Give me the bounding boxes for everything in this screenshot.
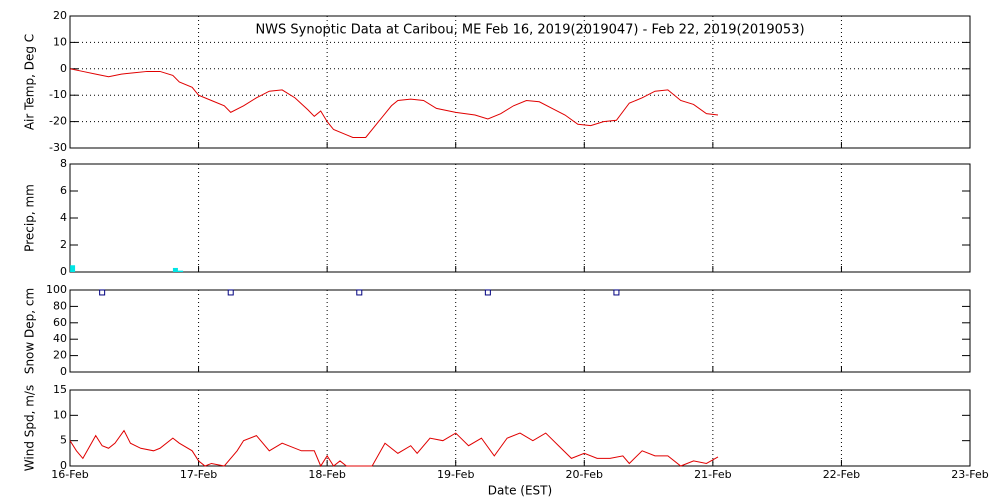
x-axis-label: Date (EST) xyxy=(488,484,552,498)
plot-frame xyxy=(69,289,971,373)
plot-frame xyxy=(69,163,971,273)
y-tick-label: 100 xyxy=(46,283,67,296)
bar xyxy=(172,267,178,272)
plot-frame xyxy=(69,389,971,467)
plot-frame xyxy=(69,15,971,149)
x-tick-label: 19-Feb xyxy=(437,468,474,481)
y-axis-label: Wind Spd, m/s xyxy=(23,385,37,471)
bar xyxy=(178,270,184,272)
y-tick-label: 2 xyxy=(60,238,67,251)
y-tick-label: 0 xyxy=(60,459,67,472)
y-tick-label: 20 xyxy=(53,349,67,362)
y-tick-label: 0 xyxy=(60,365,67,378)
y-tick-label: 0 xyxy=(60,62,67,75)
chart-title: NWS Synoptic Data at Caribou, ME Feb 16,… xyxy=(255,23,804,38)
point xyxy=(484,289,491,296)
x-tick-label: 18-Feb xyxy=(308,468,345,481)
data-line xyxy=(69,68,719,138)
y-axis-label: Precip, mm xyxy=(23,184,37,252)
x-tick-label: 21-Feb xyxy=(694,468,731,481)
y-tick-label: 0 xyxy=(60,265,67,278)
point xyxy=(613,289,620,296)
x-tick-label: 20-Feb xyxy=(566,468,603,481)
y-tick-label: -10 xyxy=(49,88,67,101)
y-tick-label: 80 xyxy=(53,299,67,312)
y-tick-label: 6 xyxy=(60,184,67,197)
y-tick-label: -20 xyxy=(49,115,67,128)
x-tick-label: 22-Feb xyxy=(823,468,860,481)
point xyxy=(227,289,234,296)
y-tick-label: 15 xyxy=(53,383,67,396)
y-tick-label: 5 xyxy=(60,434,67,447)
bar xyxy=(70,265,76,272)
point xyxy=(99,289,106,296)
y-tick-label: 60 xyxy=(53,316,67,329)
y-tick-label: 10 xyxy=(53,35,67,48)
y-tick-label: 40 xyxy=(53,332,67,345)
y-tick-label: 20 xyxy=(53,9,67,22)
data-line xyxy=(69,429,719,468)
point xyxy=(356,289,363,296)
y-tick-label: -30 xyxy=(49,141,67,154)
x-tick-label: 17-Feb xyxy=(180,468,217,481)
y-axis-label: Air Temp, Deg C xyxy=(23,34,37,130)
x-tick-label: 16-Feb xyxy=(51,468,88,481)
x-tick-label: 23-Feb xyxy=(951,468,988,481)
y-tick-label: 8 xyxy=(60,157,67,170)
y-tick-label: 4 xyxy=(60,211,67,224)
y-tick-label: 10 xyxy=(53,408,67,421)
y-axis-label: Snow Dep, cm xyxy=(23,288,37,374)
